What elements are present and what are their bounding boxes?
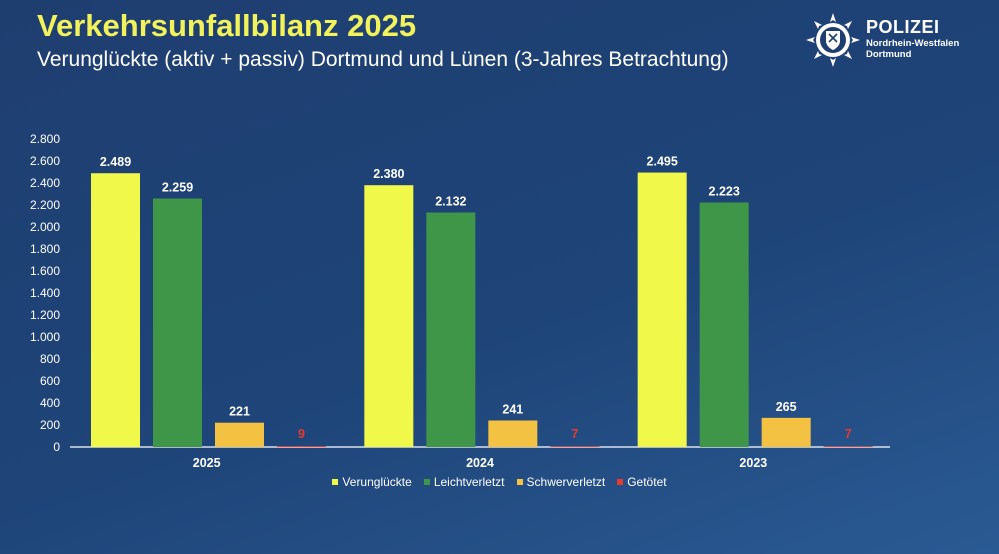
page-title: Verkehrsunfallbilanz 2025 bbox=[37, 8, 417, 43]
data-label: 2.259 bbox=[162, 181, 193, 195]
bar-1 bbox=[91, 173, 140, 447]
legend-label: Getötet bbox=[627, 475, 667, 489]
data-label: 7 bbox=[845, 427, 852, 441]
bar-2 bbox=[426, 212, 476, 447]
legend-label: Schwerverletzt bbox=[526, 475, 606, 489]
bar-1 bbox=[364, 185, 414, 447]
y-tick-label: 1.400 bbox=[30, 286, 60, 300]
y-tick-label: 1.800 bbox=[30, 242, 60, 256]
y-tick-label: 600 bbox=[40, 374, 60, 388]
legend-swatch bbox=[332, 478, 339, 485]
y-tick-label: 2.400 bbox=[30, 176, 60, 190]
bar-4 bbox=[277, 446, 326, 447]
y-tick-label: 800 bbox=[40, 352, 60, 366]
legend-item: Schwerverletzt bbox=[516, 475, 606, 489]
y-tick-label: 400 bbox=[40, 396, 60, 410]
data-label: 2.223 bbox=[709, 184, 740, 198]
legend-item: Leichtverletzt bbox=[423, 475, 505, 489]
data-label: 2.380 bbox=[373, 167, 404, 181]
data-label: 241 bbox=[502, 402, 523, 416]
y-tick-label: 1.600 bbox=[30, 264, 60, 278]
bar-3 bbox=[761, 417, 811, 447]
bar-3 bbox=[215, 422, 264, 447]
legend-label: Verunglückte bbox=[342, 475, 412, 489]
legend-item: Verunglückte bbox=[332, 475, 412, 489]
bar-4 bbox=[550, 446, 600, 447]
y-tick-label: 2.200 bbox=[30, 198, 60, 212]
bar-1 bbox=[637, 172, 687, 448]
data-label: 2.495 bbox=[647, 155, 678, 169]
data-label: 7 bbox=[571, 427, 578, 441]
y-tick-label: 2.800 bbox=[30, 132, 60, 146]
bar-chart: 0 200 400 600 800 1.000 1.200 1.400 1.600 1.800 2.… bbox=[30, 132, 873, 470]
logo-city: Dortmund bbox=[866, 48, 912, 60]
y-tick-label: 200 bbox=[40, 418, 60, 432]
data-label: 9 bbox=[298, 427, 305, 441]
chart-legend: Verunglückte Leichtverletzt Schwerverletzt… bbox=[0, 475, 999, 489]
polizei-logo: POLIZEI Nordrhein-Westfalen Dortmund bbox=[805, 12, 995, 70]
legend-swatch bbox=[423, 478, 430, 485]
legend-label: Leichtverletzt bbox=[433, 475, 505, 489]
logo-title: POLIZEI bbox=[866, 17, 940, 37]
y-tick-label: 1.200 bbox=[30, 308, 60, 322]
y-tick-label: 1.000 bbox=[30, 330, 60, 344]
legend-swatch bbox=[617, 478, 624, 485]
data-label: 2.132 bbox=[435, 194, 466, 208]
y-tick-label: 2.000 bbox=[30, 220, 60, 234]
logo-region: Nordrhein-Westfalen bbox=[866, 38, 960, 49]
y-tick-label: 2.600 bbox=[30, 154, 60, 168]
y-tick-label: 0 bbox=[53, 440, 60, 454]
bar-2 bbox=[699, 202, 749, 447]
bar-2 bbox=[153, 198, 202, 447]
bar-4 bbox=[823, 446, 873, 447]
data-label: 221 bbox=[229, 405, 250, 419]
legend-item: Getötet bbox=[617, 475, 667, 489]
bar-3 bbox=[488, 420, 538, 447]
data-label: 265 bbox=[776, 400, 797, 414]
police-star-emblem-icon bbox=[806, 13, 860, 67]
data-label: 2.489 bbox=[100, 155, 131, 169]
legend-swatch bbox=[516, 478, 523, 485]
x-category-label: 2023 bbox=[739, 456, 767, 470]
x-category-label: 2024 bbox=[466, 456, 494, 470]
page-subtitle: Verunglückte (aktiv + passiv) Dortmund u… bbox=[37, 48, 729, 71]
x-category-label: 2025 bbox=[193, 456, 221, 470]
